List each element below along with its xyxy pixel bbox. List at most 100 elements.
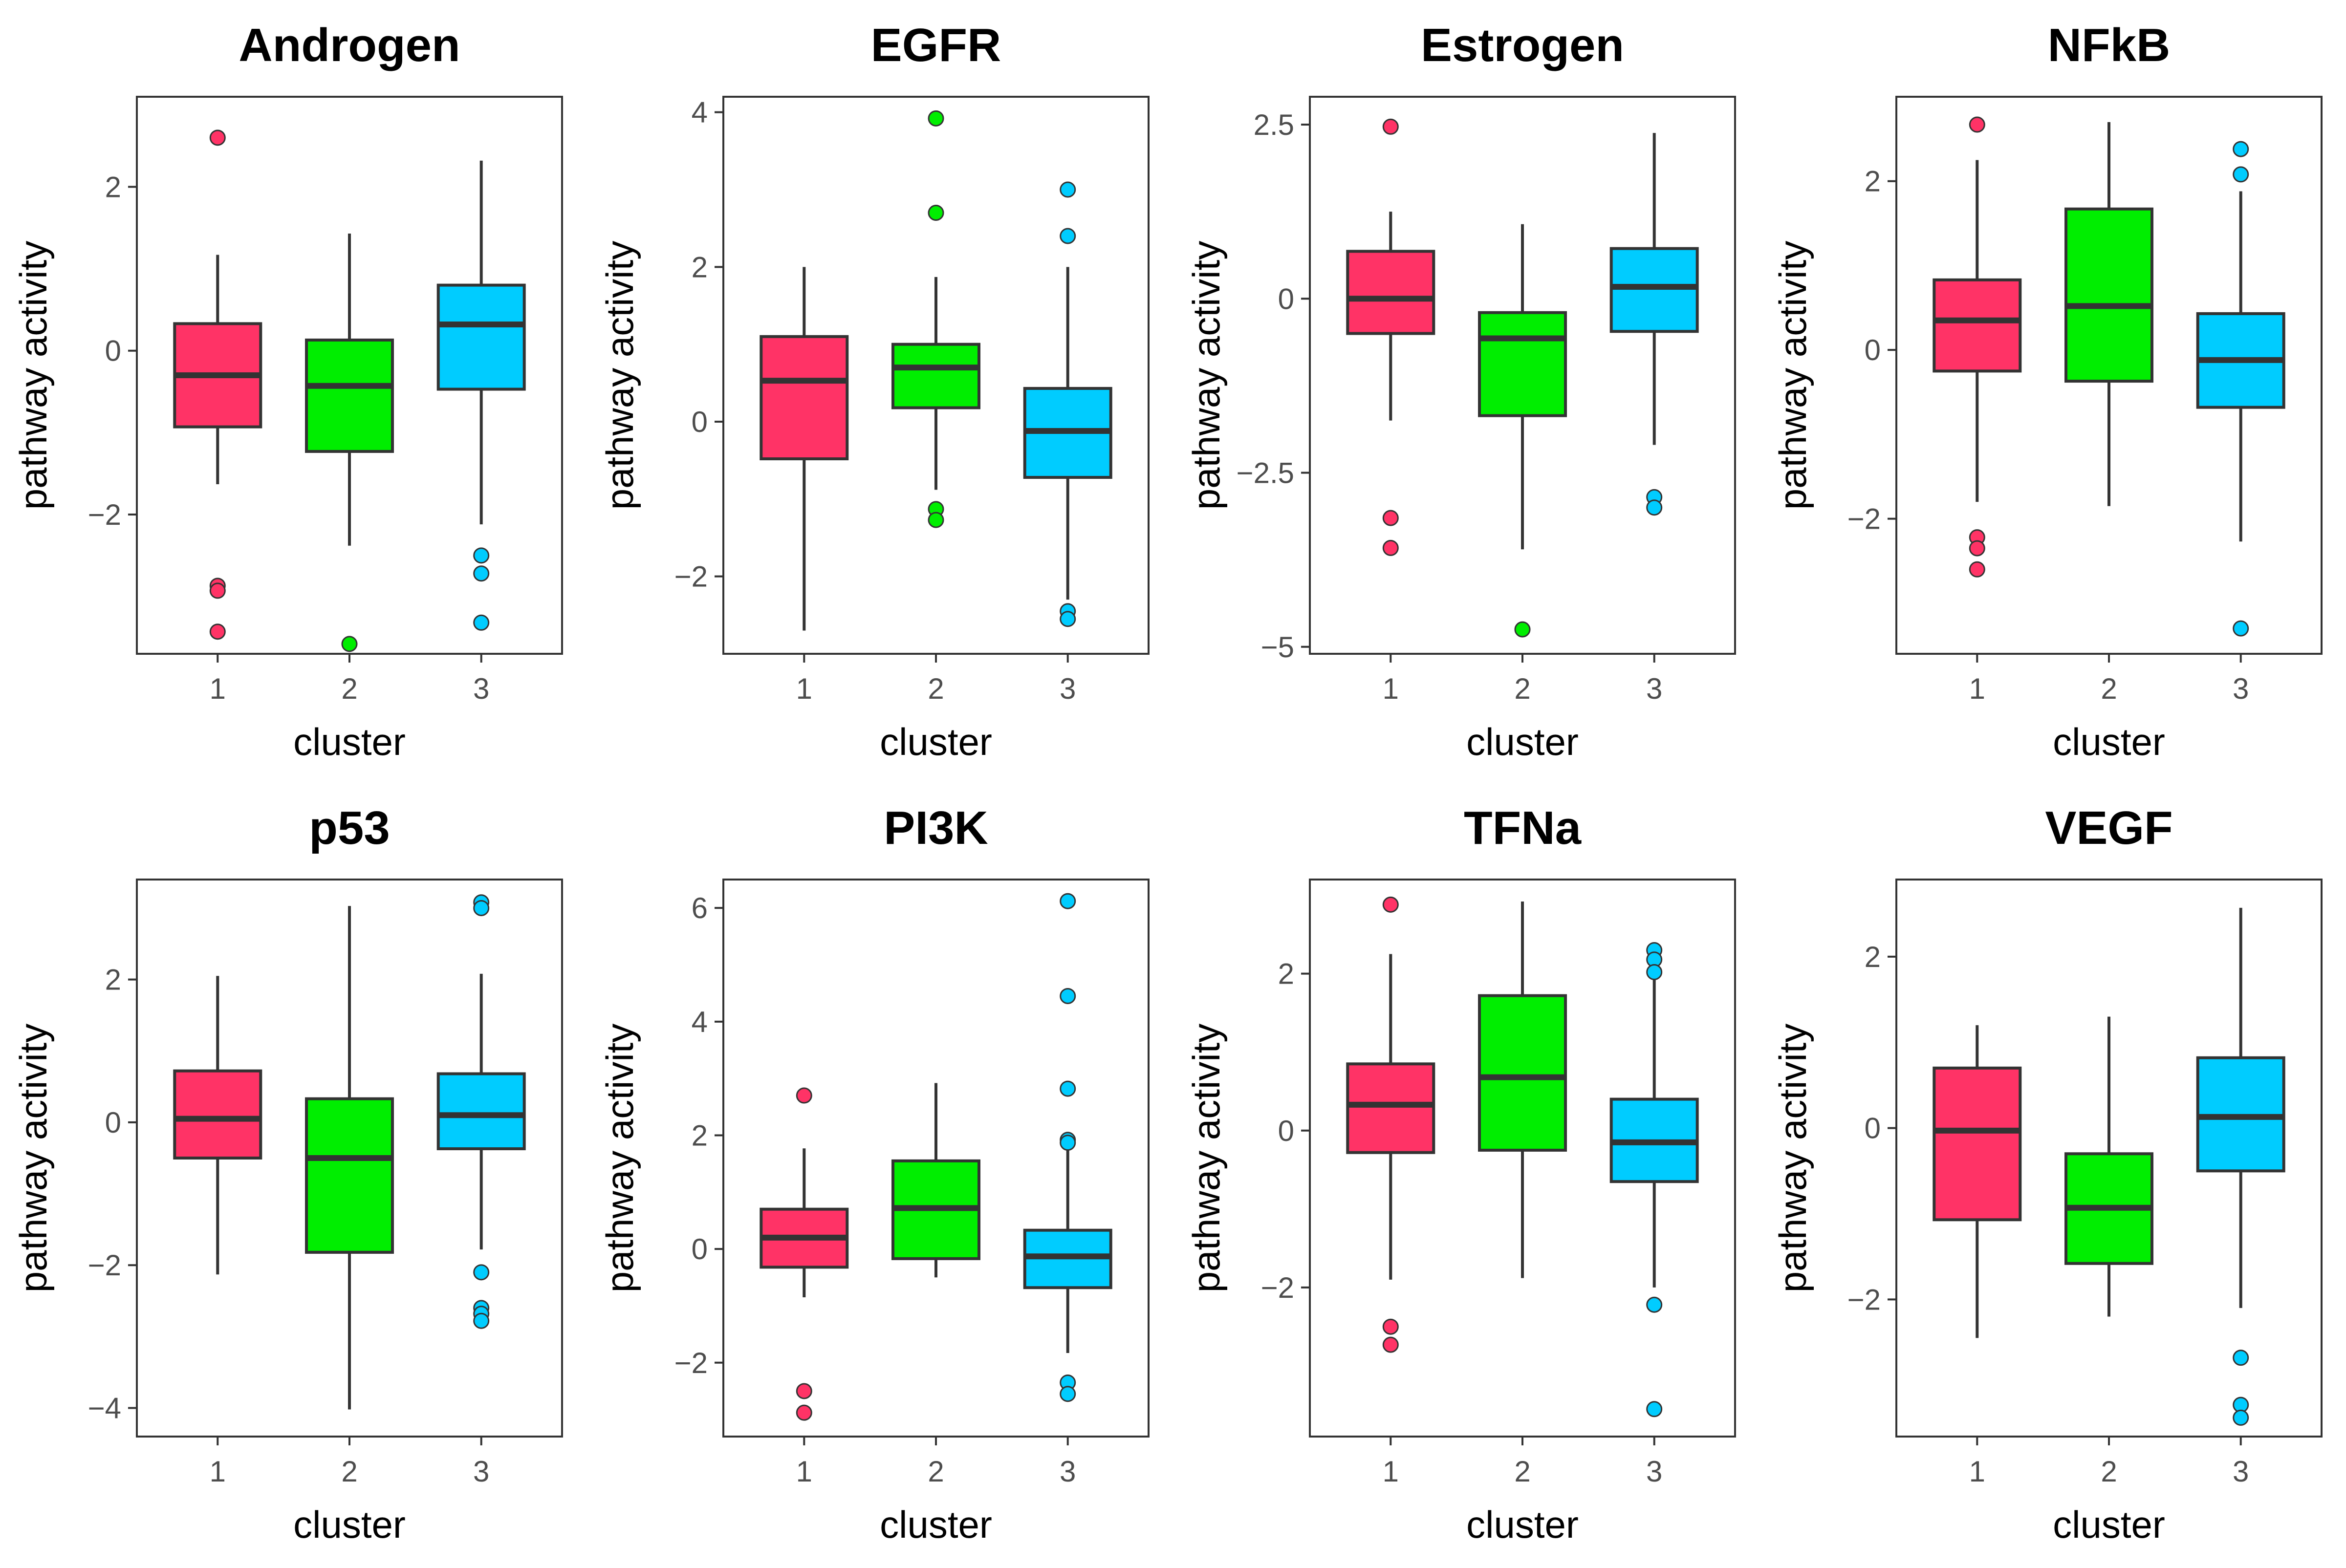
- iqr-box: [760, 335, 849, 460]
- x-axis-title: cluster: [880, 720, 992, 763]
- box-cluster-1: [1346, 896, 1435, 1353]
- panel-title: TFNa: [1464, 802, 1582, 854]
- box-cluster-3: [436, 160, 526, 631]
- outlier-point: [2233, 1350, 2249, 1366]
- outlier-point: [473, 900, 490, 916]
- y-tick-label: 2: [105, 171, 121, 203]
- outlier-point: [1382, 1336, 1399, 1353]
- x-tick-label: 1: [1969, 1455, 1985, 1488]
- outlier-point: [1060, 1080, 1076, 1097]
- box-cluster-2: [305, 906, 394, 1410]
- x-axis-title: cluster: [880, 1503, 992, 1546]
- y-tick-label: −2: [1847, 1283, 1881, 1316]
- panel-nfkb: NFkB pathway activity cluster 2 0 −2 1 2 3: [1771, 19, 2323, 763]
- outlier-point: [1382, 510, 1399, 526]
- y-axis-title: pathway activity: [12, 1024, 55, 1293]
- x-axis-title: cluster: [2053, 1503, 2165, 1546]
- y-tick-label: 0: [692, 406, 708, 438]
- x-tick-label: 1: [1383, 1455, 1399, 1488]
- panel-title: Androgen: [239, 19, 460, 71]
- y-tick-label: 4: [692, 1006, 708, 1038]
- y-tick-label: 2: [1865, 941, 1881, 973]
- box-cluster-2: [305, 233, 394, 652]
- y-tick-label: 2: [105, 964, 121, 996]
- panel-androgen: Androgen pathway activity cluster 2 0 −2 1 2 3: [12, 19, 563, 763]
- x-tick-label: 2: [2101, 1455, 2117, 1488]
- y-tick-label: −2: [1261, 1271, 1294, 1304]
- panel-title: NFkB: [2048, 19, 2171, 71]
- outlier-point: [1382, 896, 1399, 913]
- box-cluster-2: [891, 110, 980, 528]
- iqr-box: [1478, 994, 1567, 1152]
- box-cluster-3: [1023, 181, 1112, 627]
- y-tick-label: 0: [692, 1233, 708, 1266]
- iqr-box: [436, 1072, 526, 1151]
- plot-frame: [136, 879, 563, 1438]
- outlier-point: [1060, 1386, 1076, 1402]
- outlier-point: [1382, 1318, 1399, 1335]
- x-tick-label: 3: [2233, 672, 2249, 705]
- box-cluster-3: [1609, 942, 1699, 1418]
- y-tick-label: 0: [1865, 334, 1881, 366]
- outlier-point: [209, 623, 226, 640]
- box-cluster-3: [2196, 907, 2285, 1426]
- plot-frame: [1309, 96, 1736, 655]
- iqr-box: [891, 343, 980, 409]
- iqr-box: [436, 283, 526, 391]
- x-tick-label: 2: [928, 672, 944, 705]
- outlier-point: [796, 1383, 812, 1399]
- iqr-box: [1933, 278, 2022, 373]
- outlier-point: [1969, 561, 1985, 578]
- y-tick-label: 0: [1278, 1115, 1294, 1147]
- outlier-point: [341, 636, 358, 652]
- iqr-box: [1609, 247, 1699, 333]
- outlier-point: [2233, 1409, 2249, 1426]
- y-tick-label: −2: [674, 560, 708, 593]
- x-tick-label: 2: [928, 1455, 944, 1488]
- x-tick-label: 2: [341, 672, 357, 705]
- outlier-point: [1646, 964, 1663, 980]
- x-tick-label: 2: [341, 1455, 357, 1488]
- x-tick-label: 2: [1514, 1455, 1530, 1488]
- panel-title: p53: [309, 802, 390, 854]
- outlier-point: [928, 110, 944, 127]
- plot-frame: [1895, 96, 2323, 655]
- y-tick-label: 6: [692, 892, 708, 924]
- iqr-box: [2064, 207, 2153, 383]
- y-tick-label: −2: [88, 1249, 121, 1282]
- x-axis-title: cluster: [2053, 720, 2165, 763]
- y-axis-title: pathway activity: [1771, 1024, 1814, 1293]
- outlier-point: [1382, 539, 1399, 556]
- outlier-point: [209, 129, 226, 146]
- panel-p53: p53 pathway activity cluster 2 0 −2 −4 1 2 3: [12, 802, 563, 1546]
- panel-title: PI3K: [884, 802, 988, 854]
- y-tick-label: 0: [105, 1106, 121, 1139]
- x-tick-label: 3: [1646, 672, 1662, 705]
- plot-frame: [722, 96, 1150, 655]
- box-cluster-2: [1478, 224, 1567, 638]
- y-axis-title: pathway activity: [12, 241, 55, 510]
- x-tick-label: 1: [1383, 672, 1399, 705]
- outlier-point: [473, 547, 490, 564]
- box-cluster-1: [1346, 118, 1435, 556]
- plot-frame: [1895, 879, 2323, 1438]
- plot-frame: [1309, 879, 1736, 1438]
- x-tick-label: 2: [1514, 672, 1530, 705]
- panel-title: Estrogen: [1421, 19, 1624, 71]
- outlier-point: [928, 512, 944, 528]
- x-axis-title: cluster: [1466, 1503, 1579, 1546]
- box-cluster-1: [1933, 116, 2022, 578]
- outlier-point: [1060, 893, 1076, 909]
- y-tick-label: 2: [1865, 165, 1881, 198]
- outlier-point: [2233, 141, 2249, 157]
- x-tick-label: 1: [210, 672, 226, 705]
- box-cluster-2: [891, 1083, 980, 1278]
- outlier-point: [1060, 228, 1076, 244]
- plot-frame: [722, 879, 1150, 1438]
- box-cluster-1: [760, 267, 849, 631]
- y-axis-title: pathway activity: [1771, 241, 1814, 510]
- box-cluster-3: [436, 894, 526, 1329]
- x-tick-label: 3: [1060, 1455, 1076, 1488]
- y-tick-label: 2: [1278, 958, 1294, 990]
- plot-frame: [136, 96, 563, 655]
